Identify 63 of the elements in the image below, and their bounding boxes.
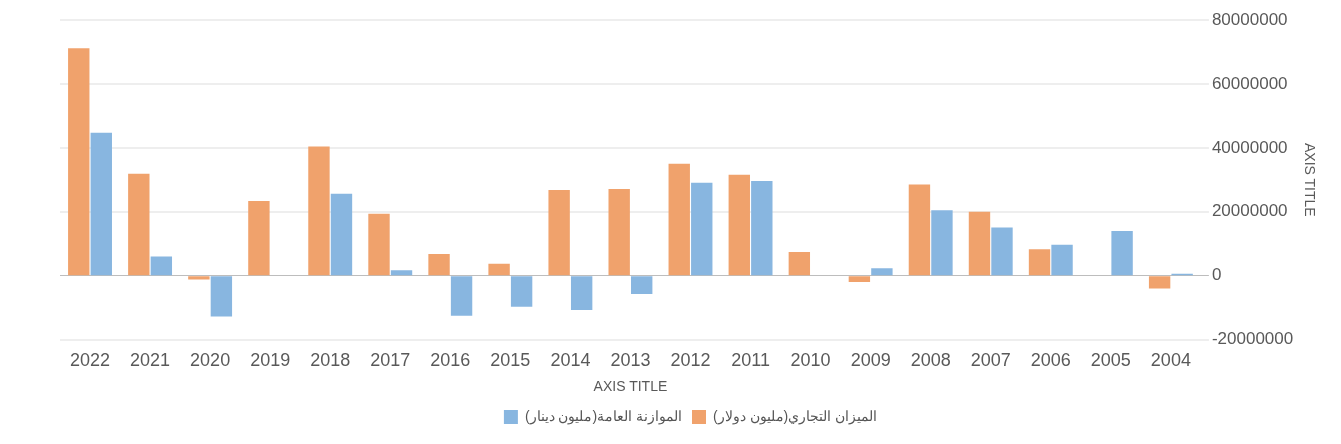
x-tick-label: 2004 [1150,350,1191,371]
bar [570,276,593,310]
bar [488,263,510,276]
y-tick-label: 40000000 [1211,137,1288,157]
bar [848,276,871,283]
bar [308,146,330,276]
x-tick-label: 2020 [190,350,231,371]
bar [368,213,390,276]
bar [871,268,893,276]
bar [150,256,173,276]
legend-label: الميزان التجاري(مليون دولار) [713,407,878,425]
bar [691,182,713,276]
bar [68,48,90,276]
bar [631,276,653,294]
legend-label: الموازنة العامة(مليون دينار) [524,407,683,425]
y-tick-label: 60000000 [1211,73,1288,93]
y-tick-label: 20000000 [1211,201,1288,221]
x-tick-label: 2006 [1030,350,1071,371]
x-tick-label: 2008 [910,350,951,371]
bar [548,190,570,276]
x-tick-label: 2010 [790,350,831,371]
x-tick-label: 2016 [430,350,471,371]
x-axis-title: AXIS TITLE [593,378,668,395]
bar [390,270,413,276]
bar [751,181,773,276]
x-tick-label: 2019 [250,350,291,371]
bar [1028,249,1051,276]
bar [1148,276,1171,289]
bar [1051,244,1073,276]
y-tick-label: 80000000 [1211,9,1288,29]
x-tick-label: 2005 [1090,350,1131,371]
bar [90,132,112,276]
x-tick-label: 2007 [970,350,1011,371]
x-tick-label: 2011 [731,350,770,371]
bar [248,200,270,276]
bar [330,193,353,276]
x-tick-label: 2014 [550,350,591,371]
bar [991,227,1013,276]
x-tick-label: 2012 [670,350,711,371]
x-tick-label: 2021 [130,350,171,371]
bar [1111,230,1133,276]
y-tick-label: 0 [1211,265,1222,285]
x-tick-label: 2009 [850,350,891,371]
bar [668,163,690,276]
bar [210,276,233,317]
x-tick-label: 2018 [310,350,351,371]
bar [428,253,450,276]
bar [188,276,210,280]
bar [788,252,811,276]
x-tick-label: 2013 [610,350,651,371]
y-axis-title: AXIS TITLE [1301,142,1318,217]
bar [728,174,750,276]
bar [968,211,991,276]
bar [128,173,150,276]
bar [931,210,953,276]
x-tick-label: 2017 [370,350,411,371]
x-tick-label: 2015 [490,350,531,371]
x-tick-label: 2022 [70,350,111,371]
y-tick-label: -20000000 [1211,329,1294,349]
bar [908,184,931,276]
bar [608,189,630,276]
bar [450,276,473,316]
bar [510,276,533,307]
